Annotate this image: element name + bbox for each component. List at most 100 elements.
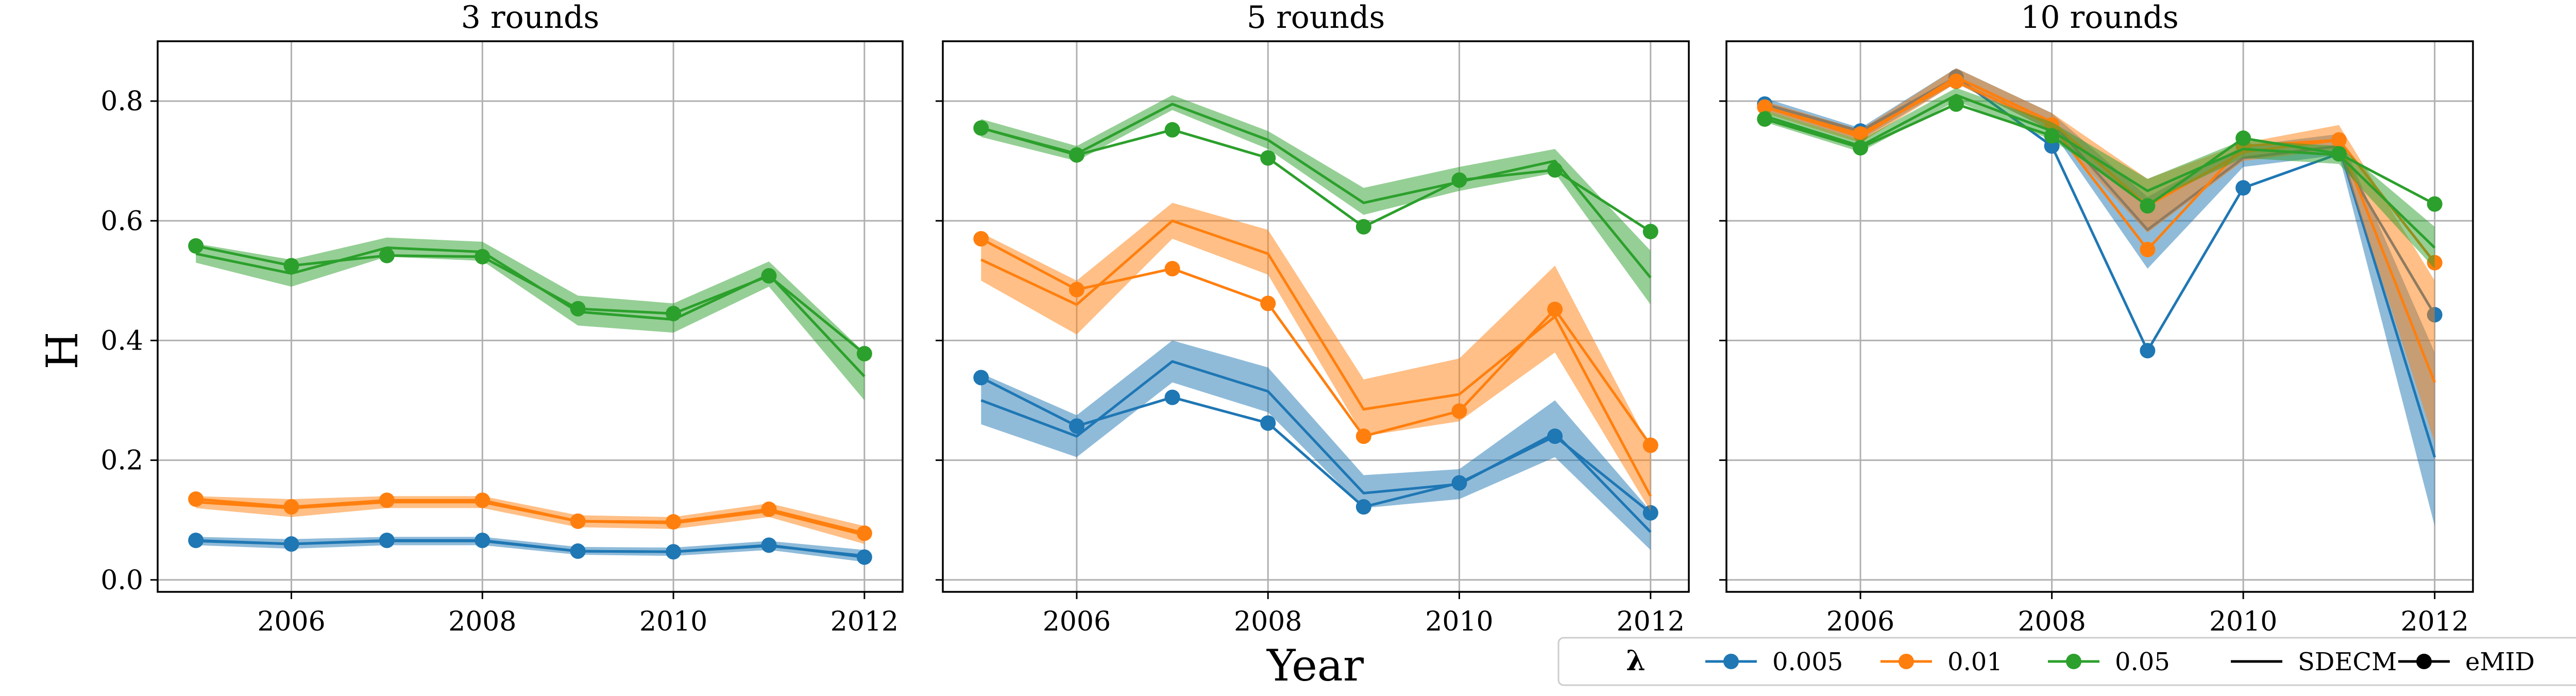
- panel-3: 10 rounds 2006 2008 2010 2012: [1719, 0, 2474, 637]
- emid-point: [856, 549, 872, 565]
- x-tick-label: 2006: [1043, 606, 1111, 637]
- emid-point: [2331, 132, 2347, 148]
- emid-point: [1260, 415, 1276, 431]
- emid-point: [1547, 302, 1563, 318]
- legend-label: eMID: [2465, 648, 2535, 676]
- emid-point: [1069, 147, 1084, 163]
- axes-frame: [1725, 40, 2474, 593]
- sdecm-line: [1764, 76, 2436, 383]
- emid-point: [188, 491, 204, 507]
- y-tick-label: 0.4: [100, 325, 143, 356]
- axes-frame: [942, 40, 1690, 593]
- emid-point: [1642, 505, 1658, 521]
- legend-entry: SDECM: [2231, 648, 2397, 676]
- legend-label: 0.01: [1947, 648, 2003, 676]
- legend-handle-marker: [1899, 654, 1914, 669]
- emid-point: [379, 533, 395, 549]
- y-tick-label: 0.8: [100, 86, 143, 117]
- emid-point: [188, 238, 204, 254]
- emid-point: [1948, 73, 1964, 89]
- sdecm-line: [980, 360, 1652, 533]
- sdecm-line: [980, 219, 1652, 497]
- emid-point: [2235, 180, 2251, 196]
- x-tick-label: 2010: [2209, 606, 2277, 637]
- emid-point: [1260, 150, 1276, 166]
- y-tick-label: 0.0: [100, 565, 143, 596]
- emid-line: [196, 539, 865, 559]
- emid-point: [1757, 99, 1773, 115]
- emid-point: [761, 501, 777, 517]
- series-lambda-0.01: [973, 203, 1658, 511]
- x-tick-label: 2008: [1234, 606, 1302, 637]
- x-tick-label: 2006: [1826, 606, 1894, 637]
- legend: λ 0.005 0.01 0.05 SDECM eMID: [1557, 637, 2576, 686]
- emid-point: [666, 306, 682, 322]
- sdecm-band: [1765, 68, 2435, 442]
- emid-point: [1547, 428, 1563, 444]
- emid-point: [1069, 418, 1084, 434]
- legend-label: 0.05: [2115, 648, 2170, 676]
- x-tick-label: 2006: [257, 606, 325, 637]
- emid-point: [188, 533, 204, 549]
- legend-entry: 0.05: [2048, 648, 2170, 676]
- y-axis-label: H: [37, 332, 88, 369]
- sdecm-line: [1764, 94, 2436, 249]
- emid-point: [973, 370, 989, 386]
- legend-title: λ: [1626, 644, 1646, 677]
- legend-handle-marker: [2416, 654, 2432, 669]
- emid-point: [283, 258, 299, 274]
- emid-point: [856, 345, 872, 361]
- emid-point: [1642, 224, 1658, 240]
- emid-point: [1547, 162, 1563, 178]
- emid-point: [2427, 196, 2443, 212]
- panel-2: 5 rounds 2006 2008 2010 2012: [936, 0, 1690, 637]
- emid-point: [1260, 295, 1276, 311]
- panel-1: 3 rounds 2006 2008 2010 2012 0.0 0.2 0.4 0.6 0.8: [100, 0, 904, 637]
- emid-point: [1164, 122, 1180, 138]
- emid-point: [1355, 499, 1371, 515]
- sdecm-band: [196, 496, 865, 544]
- sdecm-band: [196, 537, 865, 562]
- legend-entry: eMID: [2398, 648, 2535, 676]
- emid-point: [2140, 343, 2156, 359]
- emid-point: [283, 536, 299, 552]
- series-lambda-0.05: [973, 95, 1658, 305]
- emid-point: [1642, 437, 1658, 453]
- emid-line: [980, 237, 1652, 446]
- x-tick-label: 2008: [448, 606, 516, 637]
- emid-line: [195, 498, 865, 535]
- emid-point: [666, 514, 682, 530]
- emid-line: [980, 376, 1652, 514]
- emid-line: [980, 126, 1652, 233]
- emid-point: [973, 120, 989, 136]
- emid-point: [2331, 146, 2347, 162]
- emid-line: [1764, 80, 2436, 264]
- legend-handle-marker: [1723, 654, 1739, 669]
- series-lambda-0.05: [188, 237, 872, 401]
- emid-point: [283, 499, 299, 515]
- emid-point: [2044, 128, 2060, 144]
- emid-point: [474, 248, 490, 264]
- series-lambda-0.01: [188, 491, 872, 544]
- emid-point: [666, 544, 682, 560]
- emid-point: [474, 492, 490, 508]
- legend-entry: 0.005: [1705, 648, 1843, 676]
- emid-line: [195, 244, 866, 355]
- emid-point: [1757, 111, 1773, 127]
- emid-point: [1853, 140, 1869, 156]
- emid-point: [1451, 475, 1467, 491]
- emid-point: [570, 543, 586, 559]
- x-tick-label: 2012: [1617, 606, 1685, 637]
- emid-point: [761, 268, 777, 284]
- x-axis-label: Year: [1266, 640, 1364, 691]
- emid-point: [570, 513, 586, 529]
- legend-label: 0.005: [1772, 648, 1843, 676]
- emid-point: [2140, 198, 2156, 214]
- x-tick-label: 2012: [831, 606, 899, 637]
- emid-point: [856, 525, 872, 541]
- emid-point: [379, 247, 395, 263]
- y-tick-label: 0.2: [100, 445, 143, 476]
- emid-point: [2235, 130, 2251, 146]
- x-tick-label: 2012: [2401, 606, 2469, 637]
